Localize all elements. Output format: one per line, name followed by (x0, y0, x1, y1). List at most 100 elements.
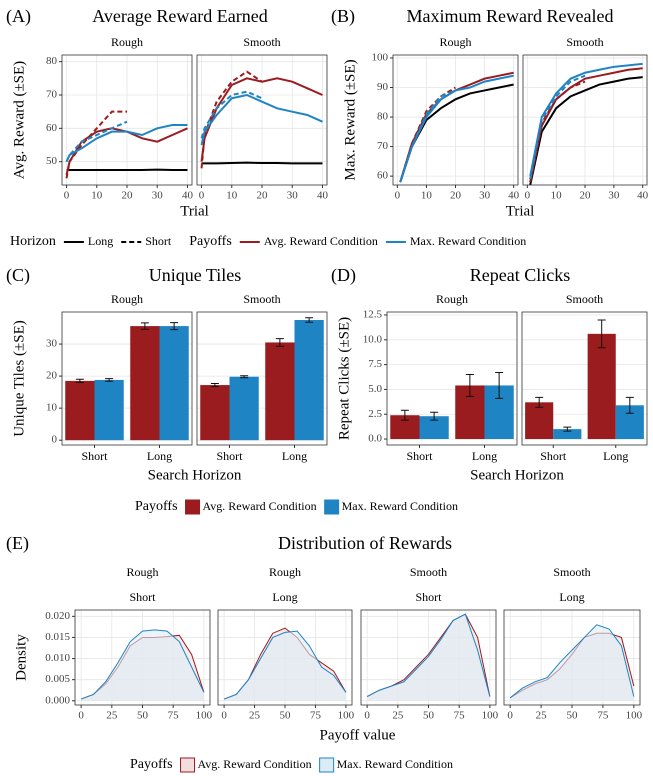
facet: Smooth 0 10 20 30 40 (196, 35, 329, 202)
facet-title: Rough (111, 292, 143, 306)
series-line (65, 110, 127, 179)
y-tick-label: 0.0 (368, 433, 382, 445)
panel-border (196, 311, 328, 446)
y-tick-label: 70 (377, 140, 389, 152)
y-axis-label: Unique Tiles (±SE) (11, 320, 27, 437)
x-tick-label: 25 (536, 710, 548, 722)
y-tick-label: 50 (46, 155, 58, 167)
legend-key (185, 499, 201, 515)
x-tick-label: 40 (508, 190, 520, 202)
bar (525, 402, 554, 440)
series-line (529, 80, 586, 183)
series-line (529, 74, 586, 180)
x-axis-label: Trial (180, 203, 209, 219)
x-tick-label: 20 (122, 190, 134, 202)
error-bar (625, 396, 634, 414)
x-tick-label: 40 (637, 190, 649, 202)
series-line (201, 161, 323, 165)
bar (390, 415, 420, 440)
bar (200, 385, 230, 441)
x-axis-label: Trial (506, 203, 535, 219)
density-area (81, 629, 204, 701)
legend-title: Horizon (10, 234, 56, 249)
bar (159, 326, 189, 441)
panel-border (521, 311, 648, 446)
panel-border (61, 54, 193, 186)
panel-title: Unique Tiles (149, 265, 242, 285)
facet-title: Long (272, 590, 297, 604)
panel-label: (E) (6, 533, 29, 554)
x-tick-label: 30 (479, 190, 491, 202)
x-tick-label: Long (147, 449, 172, 463)
legend-label: Max. Reward Condition (410, 234, 526, 248)
y-tick-label: 60 (46, 122, 58, 134)
x-tick-label: 0 (78, 710, 84, 722)
x-tick-label: 50 (280, 710, 292, 722)
panel-label: (B) (331, 6, 355, 27)
series-line (399, 89, 456, 183)
density-area (367, 614, 490, 701)
error-bar (465, 374, 474, 397)
y-tick-label: 12.5 (363, 309, 383, 321)
x-tick-label: Long (282, 449, 307, 463)
x-axis-label: Payoff value (320, 727, 396, 743)
x-tick-label: 50 (423, 710, 435, 722)
facet: Smooth Short 0 25 50 75 100 (360, 565, 499, 722)
y-tick-label: 20 (46, 370, 58, 382)
x-tick-label: 20 (580, 190, 592, 202)
series-line (529, 76, 643, 185)
facet: Rough Short 0.000 0.005 0.010 0.015 0.020 0 25 50… (45, 565, 212, 722)
x-tick-label: 0 (507, 710, 513, 722)
x-tick-label: 30 (608, 190, 620, 202)
bar (229, 376, 259, 441)
error-bar (400, 409, 409, 421)
facet-title: Smooth (566, 35, 603, 49)
facet-title: Rough (269, 565, 301, 579)
legend-label: Long (88, 234, 113, 248)
bar (265, 342, 295, 441)
facet-title: Short (415, 590, 442, 604)
series-line (529, 62, 643, 177)
density-line (80, 629, 205, 700)
panel-label: (A) (6, 6, 31, 27)
x-axis-label: Search Horizon (470, 467, 564, 483)
y-tick-label: 0.020 (45, 610, 70, 622)
error-bar (240, 375, 249, 379)
x-tick-label: 100 (626, 710, 643, 722)
x-tick-label: 0 (525, 190, 531, 202)
facet-title: Short (129, 590, 156, 604)
x-tick-label: 40 (317, 190, 329, 202)
legend-label: Max. Reward Condition (342, 499, 458, 513)
panel-border (61, 311, 193, 446)
facet-title: Rough (126, 565, 158, 579)
x-tick-label: 75 (310, 710, 322, 722)
legend-label: Avg. Reward Condition (198, 757, 312, 771)
legend-label: Avg. Reward Condition (264, 234, 378, 248)
panel-label: (D) (331, 265, 356, 286)
legend-key (319, 757, 335, 773)
facet: Rough 50 60 70 80 0 10 20 30 40 (46, 35, 193, 202)
series-line (200, 93, 323, 146)
facet-title: Smooth (243, 35, 280, 49)
facet-title: Smooth (410, 565, 447, 579)
facet: Smooth Long 0 25 50 75 100 (503, 565, 643, 722)
x-tick-label: Long (603, 449, 628, 463)
x-tick-label: 10 (91, 190, 103, 202)
error-bar (305, 317, 314, 323)
facet: Smooth Short Long (521, 292, 648, 463)
error-bar (430, 411, 439, 421)
density-line (366, 613, 491, 698)
bar (587, 333, 616, 440)
panel-border (503, 609, 641, 706)
y-axis-label: Repeat Clicks (±SE) (336, 317, 352, 440)
x-tick-label: 25 (392, 710, 404, 722)
panel-border (74, 609, 211, 706)
legend-title: Payoffs (135, 499, 178, 514)
panel-border (360, 609, 497, 706)
y-tick-label: 0.015 (45, 631, 70, 643)
series-line (529, 67, 643, 183)
panel-border (386, 311, 518, 446)
y-tick-label: 7.5 (368, 358, 382, 370)
density-area (224, 631, 346, 701)
